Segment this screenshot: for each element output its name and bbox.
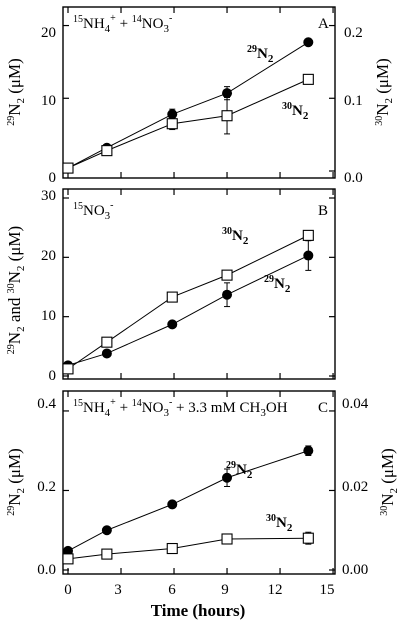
panel-a-letter: A	[318, 16, 329, 32]
y-tick-label: 20	[41, 248, 56, 264]
panel-c: 0.0 0.2 0.4 0.00 0.02 0.04 29N2 (μM) 30N…	[5, 390, 400, 620]
y2-tick-label: 0.00	[342, 562, 368, 578]
y2-tick-label: 0.0	[344, 170, 363, 186]
series-label-30n2: 30N2	[282, 101, 309, 122]
data-point-square	[221, 269, 233, 281]
series-label-29n2: 29N2	[247, 44, 274, 65]
x-axis-label: Time (hours)	[151, 601, 246, 620]
panel-a-annotation: 15NH4+ + 14NO3-	[73, 13, 172, 35]
x-tick-label: 9	[221, 582, 229, 598]
panel-b-marks	[62, 189, 335, 379]
data-point-circle	[101, 348, 112, 359]
series-label-29n2: 29N2	[264, 274, 291, 295]
data-point-circle	[303, 37, 314, 48]
data-point-circle	[167, 109, 178, 120]
x-tick-label: 0	[64, 582, 72, 598]
series-label-30n2: 30N2	[222, 226, 249, 247]
data-point-circle	[222, 472, 233, 483]
data-point-square	[166, 118, 178, 130]
panel-c-frame	[62, 390, 336, 575]
y2-tick-label: 0.1	[344, 93, 363, 109]
y2-axis-label: 30N2 (μM)	[378, 448, 400, 516]
x-tick-label: 3	[114, 582, 122, 598]
y-tick-label: 30	[41, 188, 56, 204]
y-tick-label: 0	[49, 170, 57, 186]
data-point-square	[101, 145, 113, 157]
series-label-29n2: 29N2	[226, 460, 253, 481]
series-line	[67, 450, 309, 552]
y-tick-label: 0.0	[37, 562, 56, 578]
data-point-square	[62, 162, 74, 174]
data-point-square	[302, 229, 314, 241]
y-tick-label: 10	[41, 93, 56, 109]
data-point-square	[166, 542, 178, 555]
data-point-circle	[222, 88, 233, 99]
panel-b-frame	[62, 188, 336, 380]
panel-b-annotation: 15NO3-	[73, 200, 114, 222]
y2-tick-label: 0.04	[342, 396, 369, 412]
data-point-square	[166, 291, 178, 303]
series-line	[67, 255, 309, 366]
series-line	[67, 234, 309, 370]
data-point-square	[62, 553, 74, 565]
data-point-square	[101, 548, 113, 560]
panel-b-letter: B	[318, 203, 328, 219]
panel-b: 0 10 20 30 29N2 and 30N2 (μM) 15NO3- B 3…	[5, 188, 336, 384]
data-point-circle	[222, 289, 233, 300]
panel-c-letter: C	[318, 400, 328, 416]
data-point-square	[302, 73, 314, 85]
y-tick-label: 0	[49, 368, 57, 384]
data-point-square	[221, 110, 233, 122]
data-point-square	[101, 336, 113, 348]
y-axis-label: 29N2 (μM)	[5, 448, 27, 516]
y-axis-label: 29N2 and 30N2 (μM)	[5, 226, 27, 354]
x-tick-label: 6	[168, 582, 176, 598]
panel-c-marks	[62, 391, 335, 574]
data-point-circle	[167, 319, 178, 330]
data-point-square	[221, 533, 233, 545]
data-point-circle	[167, 499, 178, 510]
data-point-circle	[303, 250, 314, 261]
series-label-30n2: 30N2	[266, 513, 293, 534]
panel-c-annotation: 15NH4+ + 14NO3- + 3.3 mM CH3OH	[73, 397, 288, 419]
data-point-square	[302, 532, 314, 544]
y-tick-label: 0.2	[37, 479, 56, 495]
y2-axis-label: 30N2 (μM)	[373, 58, 395, 126]
data-point-circle	[303, 445, 314, 456]
data-point-square	[62, 363, 74, 375]
panel-a-marks	[62, 7, 335, 178]
panel-a: 0 10 20 0.0 0.1 0.2 29N2 (μM) 30N2 (μM) …	[5, 6, 395, 186]
y2-tick-label: 0.2	[344, 25, 363, 41]
y-axis-label: 29N2 (μM)	[5, 58, 27, 126]
y-tick-label: 10	[41, 308, 56, 324]
y-tick-label: 0.4	[37, 396, 56, 412]
x-tick-label: 15	[320, 582, 335, 598]
data-point-circle	[101, 525, 112, 536]
y2-tick-label: 0.02	[342, 479, 368, 495]
y-tick-label: 20	[41, 25, 56, 41]
x-tick-label: 12	[268, 582, 283, 598]
panel-a-frame	[62, 6, 336, 179]
